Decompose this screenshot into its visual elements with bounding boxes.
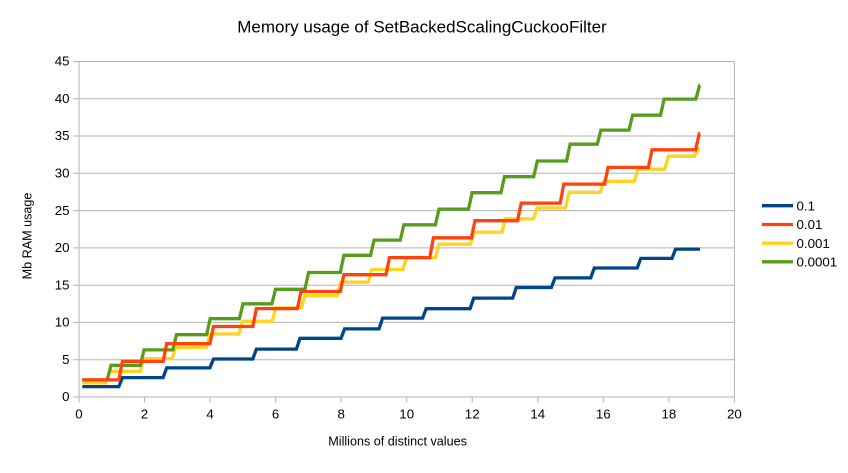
svg-text:30: 30 (55, 166, 70, 181)
svg-text:8: 8 (337, 407, 344, 422)
svg-text:35: 35 (55, 128, 70, 143)
svg-text:10: 10 (55, 315, 70, 330)
svg-text:0: 0 (62, 389, 69, 404)
svg-text:12: 12 (465, 407, 480, 422)
svg-text:4: 4 (206, 407, 213, 422)
svg-text:6: 6 (272, 407, 279, 422)
svg-text:5: 5 (62, 352, 69, 367)
svg-text:Memory usage of SetBackedScali: Memory usage of SetBackedScalingCuckooFi… (237, 18, 607, 37)
svg-text:40: 40 (55, 91, 70, 106)
svg-text:25: 25 (55, 203, 70, 218)
svg-text:45: 45 (55, 54, 70, 69)
svg-text:18: 18 (662, 407, 677, 422)
svg-text:Mb RAM usage: Mb RAM usage (21, 193, 35, 280)
svg-text:10: 10 (399, 407, 414, 422)
svg-text:15: 15 (55, 277, 70, 292)
svg-text:Millions of distinct values: Millions of distinct values (328, 435, 467, 449)
svg-text:0.0001: 0.0001 (797, 255, 838, 270)
svg-text:2: 2 (141, 407, 148, 422)
svg-text:0: 0 (75, 407, 82, 422)
svg-text:0.1: 0.1 (797, 198, 816, 213)
svg-text:14: 14 (530, 407, 545, 422)
svg-text:0.01: 0.01 (797, 217, 823, 232)
svg-text:20: 20 (55, 240, 70, 255)
svg-text:0.001: 0.001 (797, 236, 830, 251)
svg-text:16: 16 (596, 407, 611, 422)
svg-text:20: 20 (727, 407, 742, 422)
